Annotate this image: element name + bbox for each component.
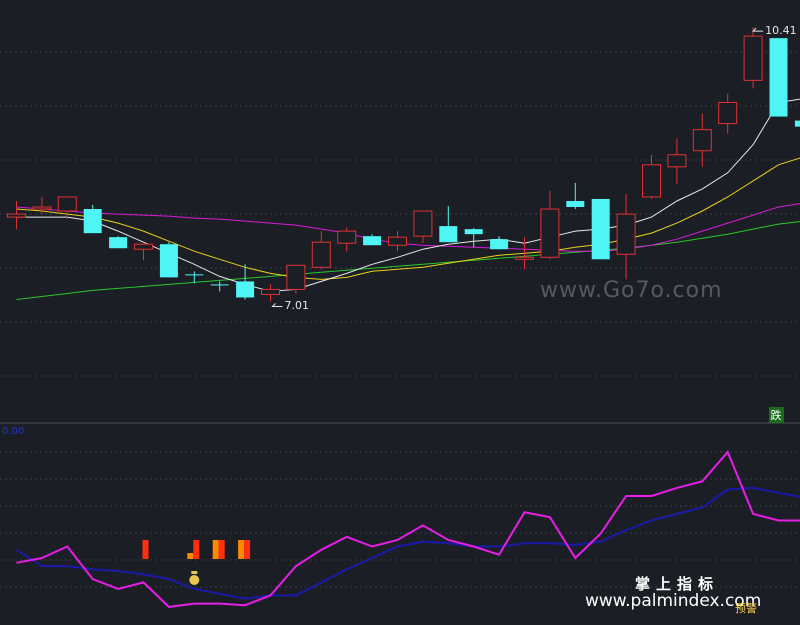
candle-body-down	[159, 244, 178, 278]
candle-body-up	[540, 208, 560, 258]
candle-body-down	[591, 198, 610, 260]
signal-bar	[218, 540, 225, 559]
watermark: www.Go7o.com	[540, 278, 723, 303]
warning-tag: 预警	[735, 602, 757, 615]
oscillator-scale-label: 0.00	[2, 426, 25, 437]
candle-body-down	[109, 237, 128, 249]
candle-body-down	[210, 284, 229, 286]
brand-url: www.palmindex.com	[585, 591, 762, 611]
candle-body-down	[794, 120, 800, 127]
candle-body-up	[388, 236, 407, 246]
ma-white-line	[16, 98, 800, 292]
candle-body-up	[616, 213, 636, 255]
candle-body-up	[692, 129, 712, 152]
candle-body-down	[490, 239, 509, 250]
oscillator-magenta-line	[16, 450, 800, 608]
signal-bar	[142, 540, 149, 559]
candle-body-up	[642, 164, 661, 198]
candle-body-down	[363, 236, 382, 246]
signal-bar	[212, 540, 219, 559]
candle-body-up	[413, 210, 433, 237]
candle-body-up	[718, 101, 738, 125]
signal-bar	[244, 540, 251, 559]
candle-body-up	[515, 256, 534, 260]
candle-body-down	[769, 38, 788, 117]
oscillator-blue-line	[15, 486, 800, 600]
ma-magenta-line	[16, 203, 800, 252]
candle-body-up	[667, 154, 687, 168]
candle-body-up	[261, 288, 280, 295]
candle-body-down	[439, 226, 458, 243]
low-price-label: 7.01	[284, 299, 310, 313]
high-price-label: 10.41	[765, 24, 797, 38]
signal-bar	[238, 540, 245, 559]
high-arrow	[751, 27, 764, 32]
candle-body-up	[57, 196, 77, 212]
ma-yellow-line	[16, 157, 800, 280]
candle-body-up	[286, 264, 306, 290]
candle-body-up	[7, 213, 26, 218]
candle-body-down	[83, 209, 102, 234]
candle-body-up	[32, 206, 52, 210]
money-bag-icon	[191, 571, 198, 574]
low-arrow	[271, 303, 283, 307]
candle-body-up	[134, 243, 153, 250]
brand-name: 掌上指标	[635, 575, 720, 593]
candle-body-down	[236, 281, 255, 298]
candle-body-up	[337, 230, 357, 244]
candle-body-down	[185, 274, 204, 276]
candle-body-down	[464, 229, 483, 235]
signal-bar	[193, 540, 200, 559]
ma-green-line	[16, 221, 800, 300]
signal-bar	[187, 553, 194, 559]
money-bag-icon	[189, 575, 200, 585]
fall-signal-tag: 跌	[768, 407, 784, 423]
candle-body-up	[743, 35, 763, 81]
candle-body-down	[566, 200, 585, 208]
candle-body-up	[311, 241, 331, 268]
